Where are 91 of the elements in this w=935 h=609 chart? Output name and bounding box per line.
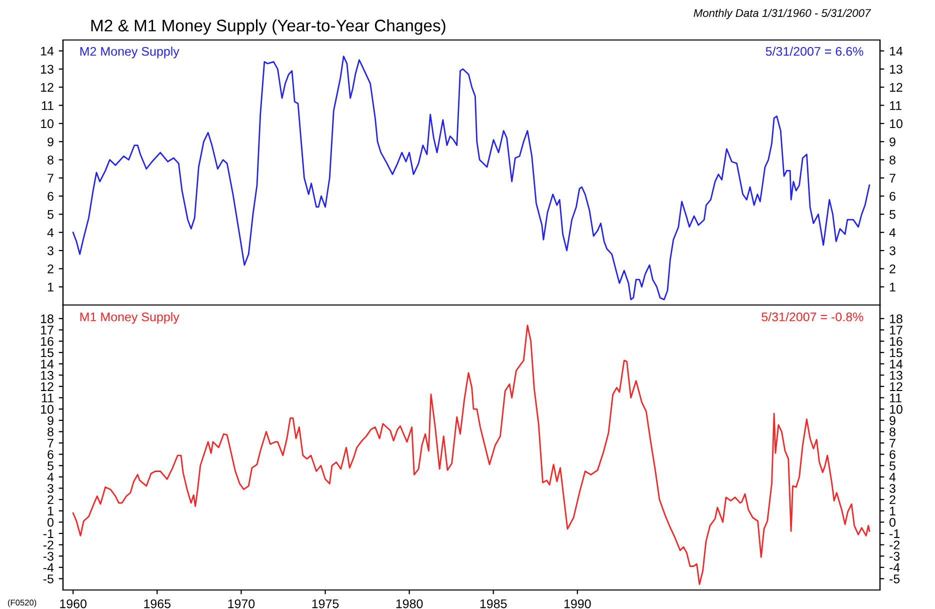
y2-tick-label: 17	[890, 326, 902, 334]
x-tick-label: 1965	[144, 599, 171, 608]
y-tick-label: 10	[41, 119, 54, 128]
y-tick-label: 11	[42, 394, 54, 402]
x-tick-label: 1960	[60, 599, 87, 608]
y2-tick-label: 8	[890, 156, 896, 164]
y2-tick-label: 0	[890, 518, 896, 527]
y-tick-label: 1	[48, 282, 54, 292]
y2-tick-label: 3	[890, 484, 896, 493]
line-series	[72, 324, 870, 586]
y2-tick-label: 11	[890, 394, 902, 402]
y2-tick-label: 15	[890, 348, 902, 358]
text: (F0520)	[8, 599, 36, 608]
y-tick-label: 12	[41, 382, 54, 391]
y2-tick-label: 4	[889, 228, 896, 237]
y-tick-label: -2	[43, 540, 54, 550]
y2-tick-label: -1	[890, 529, 900, 538]
x-tick-label: 1980	[396, 599, 423, 608]
y2-tick-label: 11	[890, 101, 902, 110]
y-tick-label: 6	[48, 450, 54, 459]
y-tick-label: 0	[48, 518, 54, 527]
y-tick-label: 18	[41, 314, 54, 324]
y-tick-label: 7	[48, 174, 54, 182]
y2-tick-label: 2	[890, 264, 896, 274]
y-tick-label: 7	[48, 438, 54, 448]
x-tick-label: 1990	[564, 599, 591, 608]
x-tick-label: 1970	[228, 599, 255, 608]
y-tick-label: 9	[48, 137, 54, 146]
y2-tick-label: 18	[890, 314, 902, 324]
y-tick-label: 3	[48, 246, 54, 256]
y-tick-label: 13	[41, 370, 54, 380]
chart-subtitle: Monthly Data 1/31/1960 - 5/31/2007	[694, 8, 872, 20]
y-tick-label: 16	[41, 336, 54, 346]
y2-tick-label: 13	[890, 370, 902, 380]
y2-tick-label: 12	[890, 82, 902, 92]
y-tick-label: 14	[41, 360, 54, 368]
y2-tick-label: 10	[890, 119, 902, 128]
y-tick-label: 12	[41, 82, 54, 92]
y2-tick-label: 3	[890, 246, 896, 256]
y2-tick-label: 14	[890, 46, 903, 56]
y2-tick-label: 9	[890, 137, 896, 146]
y2-tick-label: 5	[890, 462, 896, 470]
y-tick-label: 1	[48, 506, 54, 516]
y2-tick-label: -2	[890, 540, 900, 550]
y-tick-label: 2	[48, 495, 54, 504]
y2-tick-label: 6	[890, 450, 896, 459]
y-tick-label: 15	[41, 348, 54, 358]
y-tick-label: 14	[41, 46, 54, 56]
y2-tick-label: 6	[890, 192, 896, 201]
y-tick-label: 9	[48, 416, 54, 426]
x-tick-label: 1985	[480, 599, 507, 608]
y2-tick-label: 4	[889, 472, 896, 482]
y2-tick-label: 7	[890, 438, 896, 448]
text: M1 Money Supply	[80, 312, 180, 324]
y2-tick-label: 13	[890, 64, 902, 74]
y2-tick-label: -5	[890, 574, 900, 584]
y-tick-label: 8	[48, 156, 54, 164]
chart-title: M2 & M1 Money Supply (Year-to-Year Changes)	[91, 19, 446, 35]
y-tick-label: 2	[48, 264, 54, 274]
y2-tick-label: 7	[890, 174, 896, 182]
y2-tick-label: 1	[890, 282, 896, 292]
y-tick-label: 3	[48, 484, 54, 493]
y2-tick-label: 8	[890, 427, 896, 436]
y-tick-label: 17	[41, 326, 54, 334]
y2-tick-label: 5	[890, 210, 896, 219]
y-tick-label: 4	[47, 472, 54, 482]
y-tick-label: -3	[43, 552, 54, 561]
y-tick-label: 5	[48, 462, 54, 470]
y-tick-label: 5	[48, 210, 54, 219]
y2-tick-label: 2	[890, 495, 896, 504]
y-tick-label: -5	[43, 574, 54, 584]
y-tick-label: 11	[42, 101, 54, 110]
y-tick-label: -4	[43, 563, 54, 572]
y-tick-label: 4	[47, 228, 54, 237]
y-tick-label: 8	[48, 427, 54, 436]
y2-tick-label: 1	[890, 506, 896, 516]
y-tick-label: 10	[41, 404, 54, 414]
y2-tick-label: 14	[890, 360, 903, 368]
text: M2 Money Supply	[80, 46, 180, 58]
y-tick-label: 13	[41, 64, 54, 74]
y2-tick-label: 9	[890, 416, 896, 426]
x-tick-label: 1975	[312, 599, 339, 608]
y2-tick-label: -3	[890, 552, 900, 561]
y-tick-label: -1	[43, 529, 54, 538]
annotation: 5/31/2007 = 6.6%	[766, 46, 864, 56]
y2-tick-label: -4	[890, 563, 900, 572]
annotation: 5/31/2007 = -0.8%	[762, 312, 864, 322]
y2-tick-label: 10	[890, 404, 902, 414]
y-tick-label: 6	[48, 192, 54, 201]
y2-tick-label: 12	[890, 382, 902, 391]
y2-tick-label: 16	[890, 336, 902, 346]
